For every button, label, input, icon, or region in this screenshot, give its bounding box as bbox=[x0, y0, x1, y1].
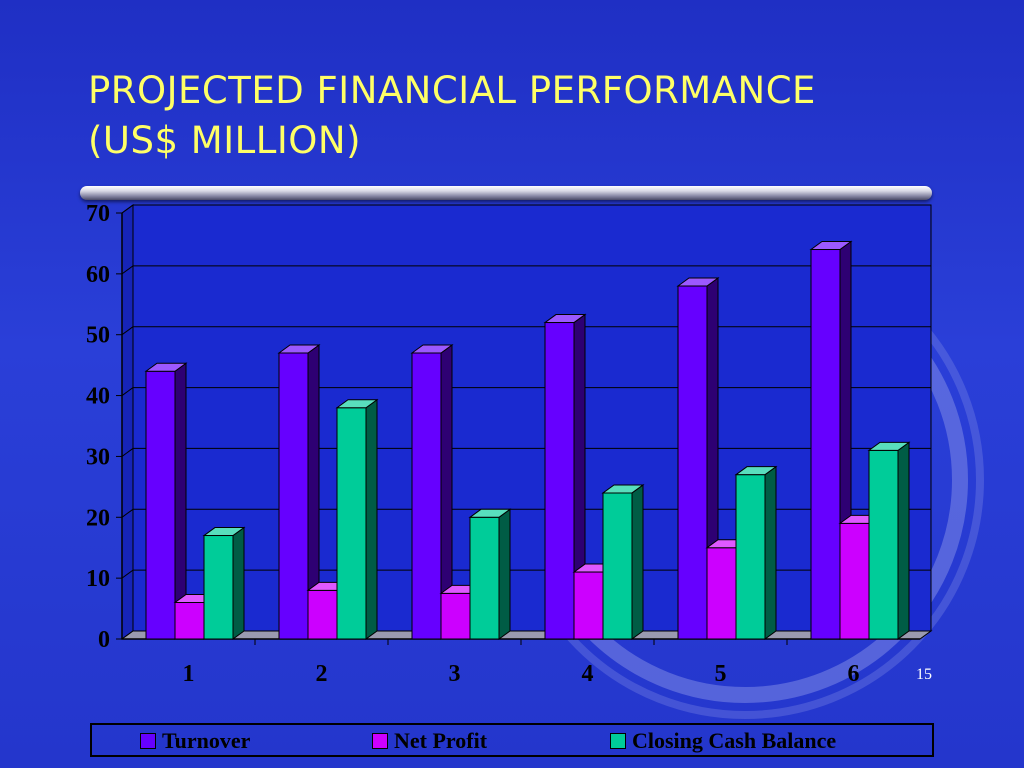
bar-top-turnover-6 bbox=[809, 241, 853, 251]
bar-closing-cash-balance-5 bbox=[735, 474, 766, 640]
bar-turnover-5 bbox=[677, 285, 708, 640]
gridline-side bbox=[121, 204, 134, 214]
bar-top-closing-cash-balance-4 bbox=[601, 484, 645, 494]
legend-swatch-net-profit bbox=[372, 733, 388, 749]
y-tick-label: 60 bbox=[86, 262, 110, 288]
bar-closing-cash-balance-1 bbox=[203, 535, 234, 640]
page-number: 15 bbox=[916, 666, 932, 683]
bar-net-profit-1 bbox=[174, 601, 205, 640]
y-tick-label: 10 bbox=[86, 566, 110, 592]
gridline-side bbox=[121, 569, 134, 579]
y-tick-label: 20 bbox=[86, 505, 110, 531]
bar-top-turnover-2 bbox=[277, 344, 321, 354]
legend-label-closing-cash-balance: Closing Cash Balance bbox=[632, 728, 837, 753]
gridline-side bbox=[121, 448, 134, 457]
y-tick-label: 50 bbox=[86, 323, 110, 349]
y-tick-label: 30 bbox=[86, 444, 110, 470]
legend-swatch-closing-cash-balance bbox=[610, 733, 626, 749]
legend-item-net-profit: Net Profit bbox=[372, 728, 487, 754]
bar-turnover-2 bbox=[278, 352, 309, 640]
bar-side-closing-cash-balance-2 bbox=[365, 398, 378, 640]
x-tick-label: 4 bbox=[582, 661, 594, 687]
bar-top-turnover-5 bbox=[676, 277, 720, 287]
bar-top-closing-cash-balance-1 bbox=[202, 527, 246, 537]
bar-closing-cash-balance-4 bbox=[602, 492, 633, 640]
title-line-1: PROJECTED FINANCIAL PERFORMANCE bbox=[88, 69, 816, 112]
legend-swatch-turnover bbox=[140, 733, 156, 749]
plot-area bbox=[116, 204, 933, 645]
x-tick-label: 5 bbox=[715, 661, 727, 687]
bar-closing-cash-balance-3 bbox=[469, 516, 500, 640]
bar-net-profit-3 bbox=[440, 592, 471, 640]
bar-net-profit-2 bbox=[307, 589, 338, 640]
gridline-side bbox=[121, 508, 134, 518]
y-tick-label: 0 bbox=[98, 627, 110, 653]
bar-turnover-4 bbox=[544, 322, 575, 640]
title-line-2: (US$ MILLION) bbox=[88, 119, 362, 162]
x-tick-label: 1 bbox=[183, 661, 195, 687]
gridline-side bbox=[121, 387, 134, 396]
bar-side-closing-cash-balance-4 bbox=[631, 483, 644, 640]
legend-item-closing-cash-balance: Closing Cash Balance bbox=[610, 728, 836, 754]
x-tick-label: 2 bbox=[316, 661, 328, 687]
bar-top-closing-cash-balance-6 bbox=[867, 441, 911, 451]
x-tick-label: 6 bbox=[848, 661, 860, 687]
legend-label-net-profit: Net Profit bbox=[394, 728, 488, 753]
bar-top-closing-cash-balance-2 bbox=[335, 399, 379, 409]
bar-side-closing-cash-balance-1 bbox=[232, 526, 245, 640]
legend-label-turnover: Turnover bbox=[162, 728, 251, 753]
bar-net-profit-6 bbox=[839, 522, 870, 640]
bar-net-profit-5 bbox=[706, 547, 737, 640]
gridline-side bbox=[121, 265, 134, 275]
y-tick-label: 70 bbox=[86, 201, 110, 227]
bar-top-turnover-3 bbox=[410, 344, 454, 354]
title-divider bbox=[80, 186, 932, 200]
axis-labels: 0 10 20 30 40 50 60 70 1 2 3 4 5 6 bbox=[86, 201, 860, 687]
x-tick-label: 3 bbox=[449, 661, 461, 687]
bar-closing-cash-balance-6 bbox=[868, 449, 899, 640]
bar-side-closing-cash-balance-3 bbox=[498, 508, 511, 640]
bar-turnover-6 bbox=[810, 249, 841, 640]
bar-top-turnover-1 bbox=[144, 362, 188, 372]
bar-closing-cash-balance-2 bbox=[336, 407, 367, 640]
bar-side-closing-cash-balance-6 bbox=[897, 441, 910, 640]
bar-side-closing-cash-balance-5 bbox=[764, 465, 777, 640]
bar-turnover-1 bbox=[145, 370, 176, 640]
bar-net-profit-4 bbox=[573, 571, 604, 640]
bar-turnover-3 bbox=[411, 352, 442, 640]
bars-layer bbox=[144, 240, 911, 640]
bar-top-closing-cash-balance-5 bbox=[734, 466, 778, 476]
plot-floor bbox=[120, 630, 933, 640]
y-tick-label: 40 bbox=[86, 384, 110, 410]
bar-top-closing-cash-balance-3 bbox=[468, 508, 512, 518]
gridline-side bbox=[121, 326, 134, 336]
plot-back-wall bbox=[132, 204, 932, 632]
chart-legend: Turnover Net Profit Closing Cash Balance bbox=[90, 723, 934, 757]
slide-title: PROJECTED FINANCIAL PERFORMANCE (US$ MIL… bbox=[88, 66, 948, 166]
bar-top-turnover-4 bbox=[543, 314, 587, 324]
legend-item-turnover: Turnover bbox=[140, 728, 250, 754]
